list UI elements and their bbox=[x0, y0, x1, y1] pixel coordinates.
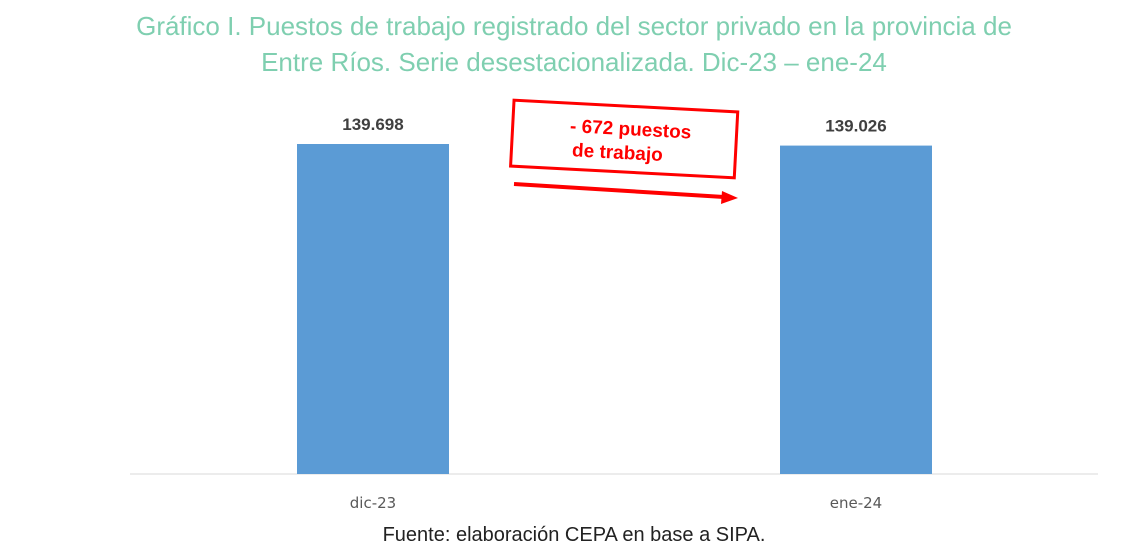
annotation-arrow-line bbox=[513, 182, 725, 199]
annotation-box bbox=[509, 98, 740, 180]
chart-title-line-1: Gráfico I. Puestos de trabajo registrado… bbox=[136, 11, 1012, 41]
bar-ene-24 bbox=[780, 145, 932, 475]
x-tick-label-ene-24: ene-24 bbox=[830, 494, 882, 510]
bar-chart: 139.698 dic-23 139.026 ene-24 - 672 puestosd… bbox=[130, 98, 1098, 510]
chart-title-line-2: Entre Ríos. Serie desestacionalizada. Di… bbox=[261, 47, 887, 77]
data-label-dic-23: 139.698 bbox=[342, 115, 403, 134]
data-label-ene-24: 139.026 bbox=[825, 117, 886, 136]
bar-dic-23 bbox=[297, 144, 449, 474]
chart-title: Gráfico I. Puestos de trabajo registrado… bbox=[0, 8, 1138, 80]
annotation-line-2: de trabajo bbox=[572, 140, 664, 166]
x-tick-label-dic-23: dic-23 bbox=[350, 494, 396, 510]
chart-source: Fuente: elaboración CEPA en base a SIPA. bbox=[382, 524, 766, 546]
annotation-arrow-head bbox=[721, 191, 738, 204]
